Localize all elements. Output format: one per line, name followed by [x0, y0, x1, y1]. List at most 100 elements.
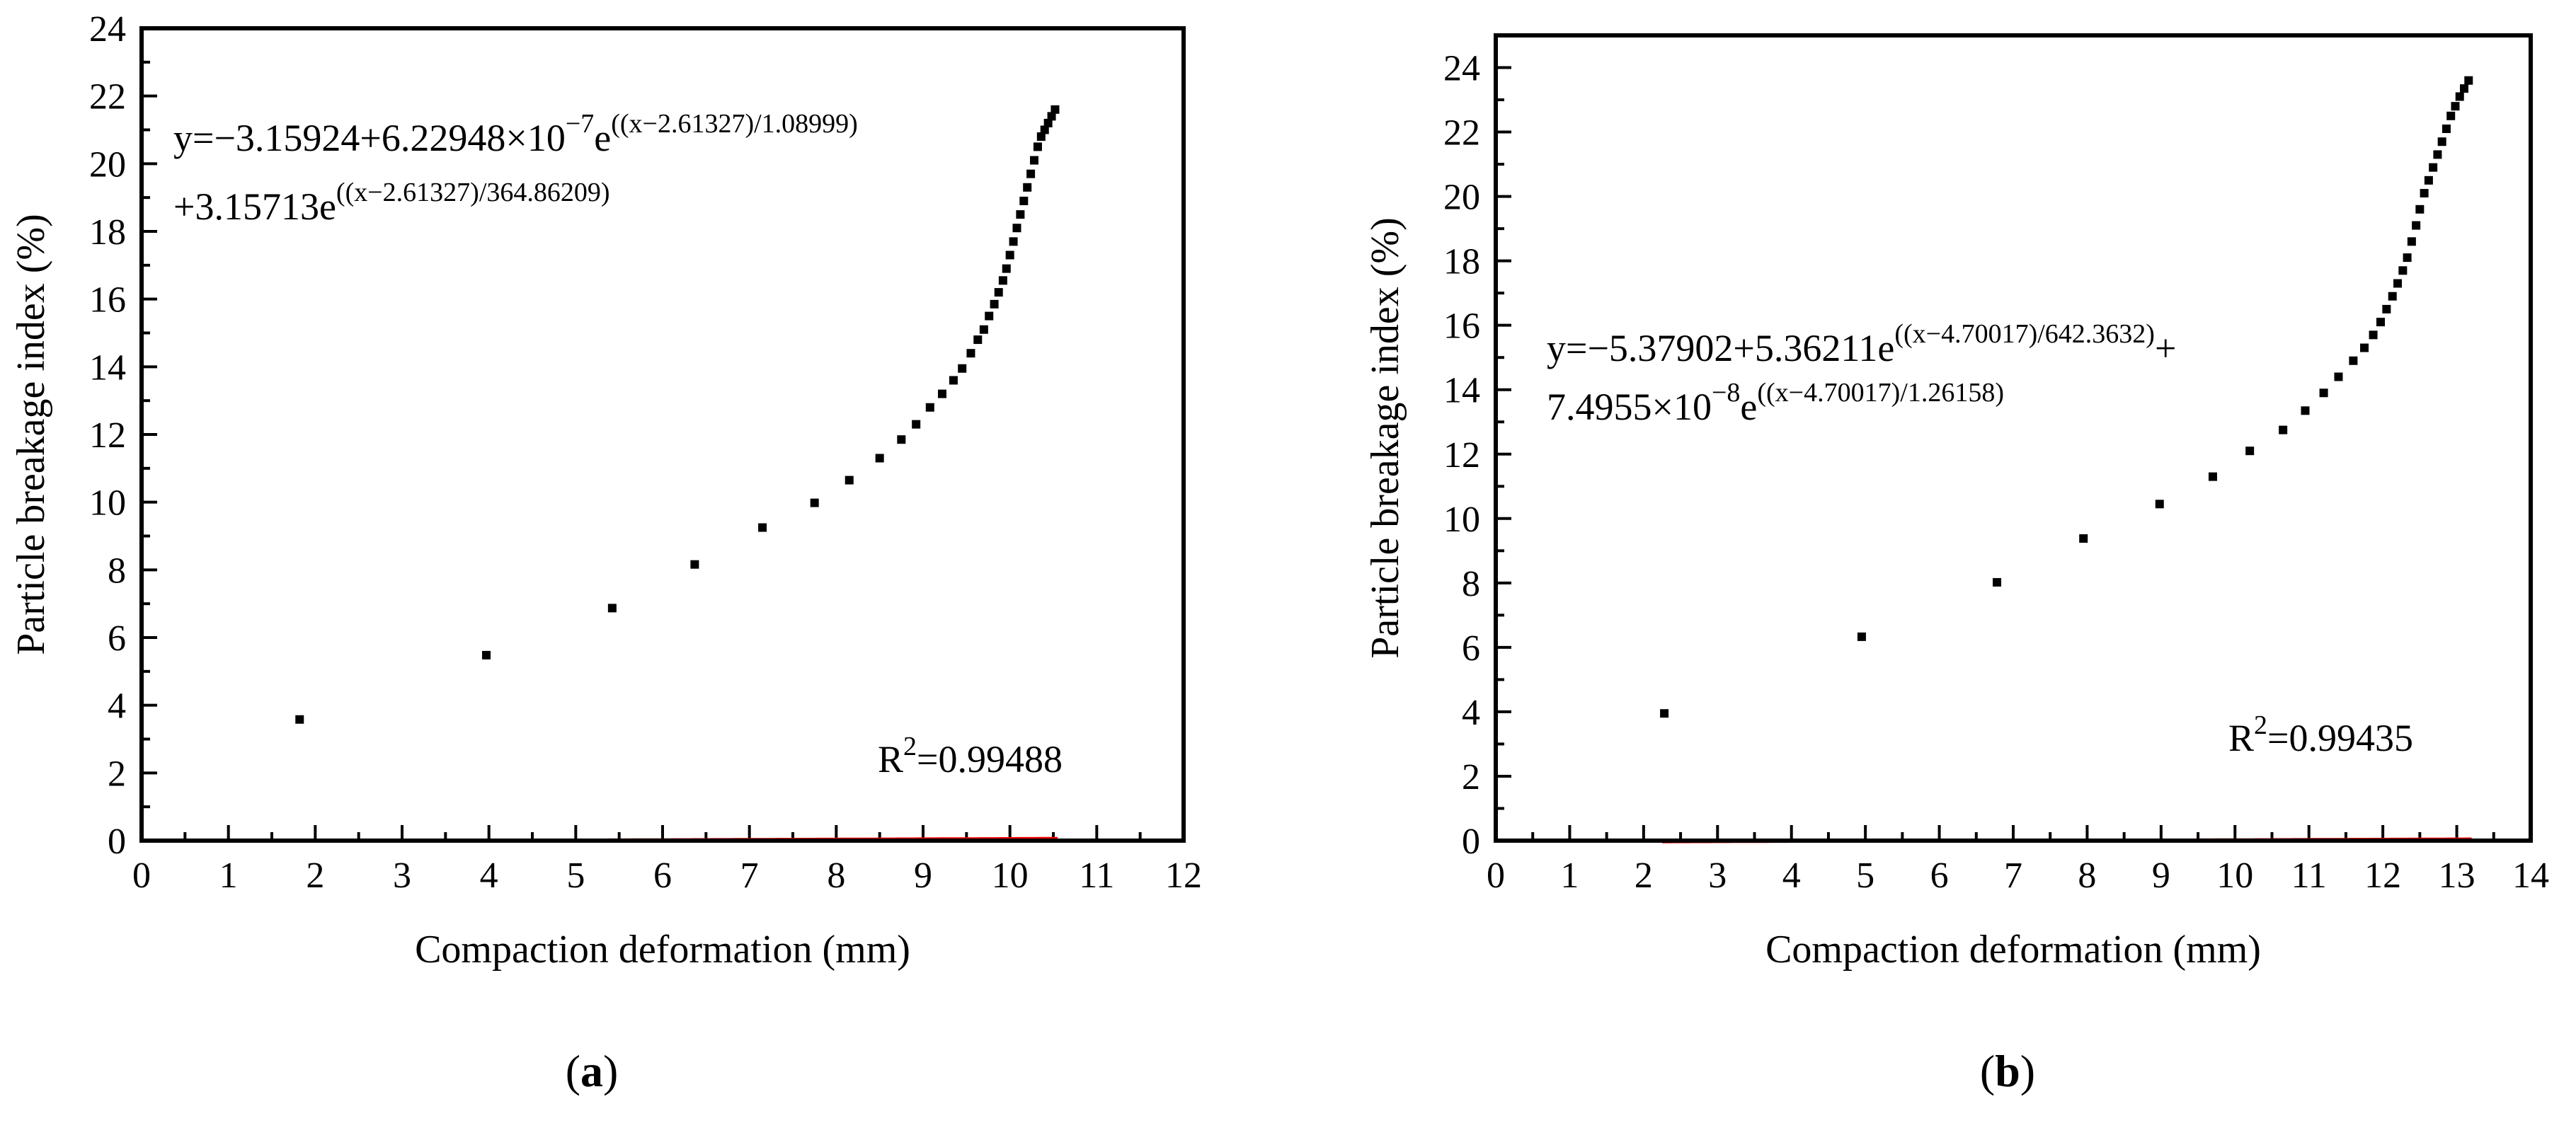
r-squared-a: R2=0.99488	[878, 732, 1063, 780]
x-tick-label: 10	[2216, 855, 2253, 896]
y-tick-label: 16	[89, 280, 126, 321]
data-point	[985, 311, 994, 321]
data-point	[1016, 210, 1025, 219]
data-point	[2334, 372, 2343, 381]
x-tick-label: 3	[393, 855, 411, 896]
data-point	[2429, 163, 2438, 172]
y-tick-label: 8	[108, 551, 126, 591]
y-tick-label: 4	[1462, 693, 1480, 733]
data-point	[845, 476, 854, 485]
x-tick-label: 11	[2291, 855, 2327, 896]
x-tick-label: 0	[132, 855, 151, 896]
x-tick-label: 5	[566, 855, 585, 896]
y-tick-label: 0	[1462, 822, 1480, 862]
data-point	[1036, 132, 1046, 142]
equation-exponent-a: −7	[566, 109, 594, 139]
data-point	[937, 389, 946, 398]
y-tick-label: 10	[1443, 500, 1480, 540]
data-point	[2424, 175, 2433, 185]
y-tick-label: 14	[1443, 371, 1480, 411]
caption-open-a: (	[566, 1046, 580, 1096]
y-tick-label: 0	[108, 822, 126, 862]
equation-plus-b: +	[2155, 327, 2176, 369]
y-axis-title-a: Particle breakage index (%)	[9, 214, 53, 655]
plot-frame-a	[139, 26, 1186, 843]
data-point	[2455, 92, 2464, 101]
data-point	[1993, 577, 2002, 587]
equation-sup1-b: ((x−4.70017)/642.3632)	[1894, 319, 2155, 349]
data-point	[973, 335, 983, 345]
equation-main-b: y=−5.37902+5.36211e	[1547, 327, 1894, 369]
caption-close-a: )	[603, 1046, 618, 1096]
data-point	[1023, 183, 1032, 192]
data-point	[2360, 343, 2369, 352]
y-tick-label: 4	[108, 686, 126, 727]
x-tick-label: 9	[914, 855, 932, 896]
data-point	[2208, 472, 2217, 481]
data-point	[2460, 84, 2469, 93]
y-tick-label: 20	[89, 144, 126, 185]
r2-value-a: =0.99488	[917, 738, 1063, 780]
data-point	[607, 604, 617, 613]
y-tick-label: 2	[1462, 757, 1480, 797]
y-tick-label: 10	[89, 483, 126, 524]
x-tick-label: 11	[1079, 855, 1114, 896]
fit-equation-line1-a: y=−3.15924+6.22948×10−7e((x−2.61327)/1.0…	[173, 109, 858, 159]
data-point	[912, 420, 921, 429]
x-tick-label: 2	[1635, 855, 1653, 896]
data-point	[875, 454, 884, 463]
data-point	[2079, 534, 2088, 543]
equation-exponent-b: −8	[1712, 378, 1740, 408]
caption-letter-a: a	[580, 1046, 603, 1096]
data-point	[994, 288, 1003, 297]
x-tick-label: 7	[740, 855, 759, 896]
data-point	[2442, 125, 2451, 134]
x-tick-label: 12	[2364, 855, 2401, 896]
x-axis-title-b: Compaction deformation (mm)	[1765, 928, 2261, 972]
data-point	[1005, 250, 1014, 260]
x-tick-label: 4	[480, 855, 498, 896]
r2-prefix-b: R	[2228, 717, 2254, 759]
equation-e-b: e	[1740, 386, 1757, 428]
equation-main2-b: 7.4955×10	[1547, 386, 1712, 428]
x-tick-label: 13	[2439, 855, 2475, 896]
x-axis-title-a: Compaction deformation (mm)	[415, 928, 910, 972]
equation-main-a: y=−3.15924+6.22948×10	[173, 117, 566, 159]
x-tick-label: 0	[1487, 855, 1505, 896]
data-point	[2398, 266, 2408, 275]
data-point	[1040, 125, 1049, 134]
x-tick-label: 6	[1930, 855, 1949, 896]
axis-ticks-b: 0 1 2 3 4 5 6 7 8 9 10 11 12 13 1402468101214161820222…	[1443, 49, 2549, 896]
x-tick-label: 9	[2152, 855, 2170, 896]
data-point	[2376, 318, 2386, 327]
data-point	[1030, 156, 1039, 165]
y-tick-label: 6	[1462, 628, 1480, 669]
data-point	[2349, 356, 2358, 365]
data-point	[990, 299, 999, 309]
data-point	[2369, 330, 2378, 340]
data-point	[2437, 137, 2446, 146]
caption-open-b: (	[1980, 1046, 1995, 1096]
data-point	[949, 376, 958, 385]
data-point	[925, 403, 934, 412]
data-point	[897, 435, 906, 444]
y-tick-label: 14	[89, 347, 126, 388]
x-tick-label: 3	[1708, 855, 1727, 896]
data-point	[1019, 196, 1029, 205]
x-tick-label: 1	[219, 855, 238, 896]
data-point	[2388, 292, 2397, 301]
y-tick-label: 12	[89, 415, 126, 456]
y-tick-label: 20	[1443, 178, 1480, 218]
equation-sup2-a: ((x−2.61327)/364.86209)	[336, 178, 610, 207]
fit-equation-line1-b: y=−5.37902+5.36211e((x−4.70017)/642.3632…	[1547, 319, 2176, 369]
data-points-a	[295, 105, 1060, 724]
x-tick-label: 12	[1165, 855, 1202, 896]
data-point	[1033, 142, 1042, 151]
x-tick-label: 14	[2512, 855, 2549, 896]
data-point	[2393, 279, 2403, 288]
data-point	[1047, 112, 1056, 121]
x-tick-label: 5	[1856, 855, 1874, 896]
fit-equation-line2-b: 7.4955×10−8e((x−4.70017)/1.26158)	[1547, 378, 2004, 428]
